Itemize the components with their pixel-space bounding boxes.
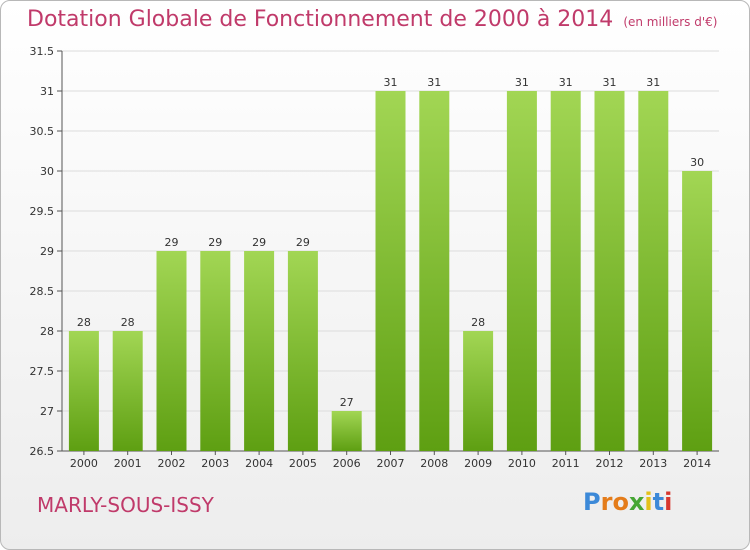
x-tick-label: 2007 [377, 457, 405, 470]
value-label: 28 [121, 316, 135, 329]
y-tick-label: 27.5 [30, 365, 55, 378]
bar-2012 [594, 91, 625, 451]
y-tick-label: 30 [40, 165, 54, 178]
chart-title: Dotation Globale de Fonctionnement de 20… [27, 7, 717, 32]
x-tick-label: 2002 [158, 457, 186, 470]
x-tick-label: 2008 [420, 457, 448, 470]
x-tick-label: 2006 [333, 457, 361, 470]
bar-2007 [375, 91, 406, 451]
bar-2002 [156, 251, 187, 451]
x-tick-label: 2005 [289, 457, 317, 470]
value-label: 31 [603, 76, 617, 89]
y-tick-label: 27 [40, 405, 54, 418]
logo-letter: P [583, 488, 601, 516]
proxiti-logo: Proxiti [583, 488, 672, 516]
logo-letter: o [612, 488, 629, 516]
bar-2004 [244, 251, 275, 451]
city-name: MARLY-SOUS-ISSY [37, 493, 214, 517]
bar-2009 [463, 331, 494, 451]
x-tick-label: 2003 [201, 457, 229, 470]
logo-letter: t [652, 488, 665, 516]
bar-2013 [638, 91, 669, 451]
value-label: 30 [690, 156, 704, 169]
labels: 26.5 27 27.5 28 28.5 29 29.5 30 30.5 31 31.5 28 2000… [30, 45, 712, 470]
logo-letter: i [664, 488, 673, 516]
bar-2008 [419, 91, 450, 451]
y-tick-label: 29.5 [30, 205, 55, 218]
value-label: 29 [252, 236, 266, 249]
value-label: 31 [559, 76, 573, 89]
value-label: 31 [427, 76, 441, 89]
logo-letter: r [600, 488, 613, 516]
bar-2005 [287, 251, 318, 451]
logo-letter: i [644, 488, 653, 516]
y-tick-label: 31 [40, 85, 54, 98]
x-tick-label: 2009 [464, 457, 492, 470]
bar-2014 [682, 171, 713, 451]
bar-2000 [68, 331, 99, 451]
bar-2001 [112, 331, 143, 451]
bar-2003 [200, 251, 231, 451]
y-tick-label: 31.5 [30, 45, 55, 58]
value-label: 31 [515, 76, 529, 89]
title-text: Dotation Globale de Fonctionnement de 20… [27, 7, 614, 32]
bars [68, 91, 713, 451]
value-label: 31 [384, 76, 398, 89]
unit-label: (en milliers d'€) [623, 15, 718, 29]
value-label: 28 [471, 316, 485, 329]
x-tick-label: 2000 [70, 457, 98, 470]
x-tick-label: 2001 [114, 457, 142, 470]
y-tick-label: 28.5 [30, 285, 55, 298]
value-label: 27 [340, 396, 354, 409]
y-tick-label: 30.5 [30, 125, 55, 138]
bar-2011 [550, 91, 581, 451]
x-tick-label: 2004 [245, 457, 273, 470]
bar-2010 [506, 91, 537, 451]
x-tick-label: 2011 [552, 457, 580, 470]
value-label: 29 [208, 236, 222, 249]
logo-letter: x [628, 488, 645, 516]
value-label: 29 [165, 236, 179, 249]
x-tick-label: 2010 [508, 457, 536, 470]
value-label: 29 [296, 236, 310, 249]
x-tick-label: 2014 [683, 457, 711, 470]
value-label: 28 [77, 316, 91, 329]
y-tick-label: 28 [40, 325, 54, 338]
x-tick-label: 2013 [639, 457, 667, 470]
y-tick-label: 26.5 [30, 445, 55, 458]
y-tick-label: 29 [40, 245, 54, 258]
x-tick-label: 2012 [596, 457, 624, 470]
value-label: 31 [646, 76, 660, 89]
bar-2006 [331, 411, 362, 451]
